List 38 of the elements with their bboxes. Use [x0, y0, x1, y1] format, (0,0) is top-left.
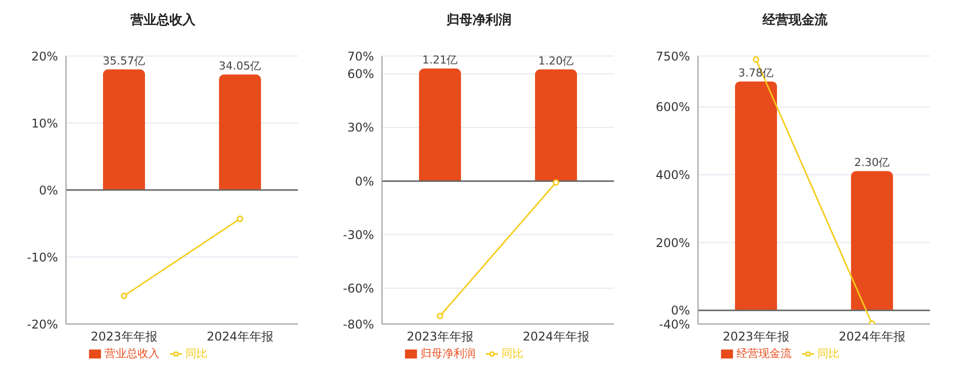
chart-title: 归母净利润 [446, 12, 512, 30]
y-tick-label: -80% [342, 317, 374, 332]
y-tick-label: -10% [26, 250, 58, 264]
y-tick-label: 60% [347, 67, 374, 82]
y-tick-label: 750% [656, 49, 690, 64]
y-tick-label: -20% [26, 317, 58, 332]
y-tick-label: -60% [342, 282, 374, 296]
chart-title: 经营现金流 [761, 12, 828, 30]
y-tick-label: 0% [354, 174, 374, 188]
legend-label: 同比 [186, 347, 208, 360]
y-tick-label: 10% [31, 116, 58, 130]
y-tick-label: 400% [656, 168, 690, 182]
y-tick-label: 600% [656, 100, 690, 114]
x-tick-label: 2023年年报 [406, 330, 474, 344]
x-tick-label: 2023年年报 [722, 330, 790, 344]
y-tick-label: 20% [31, 49, 58, 64]
chart-title: 营业总收入 [130, 12, 196, 30]
y-tick-label: -30% [342, 228, 374, 242]
y-tick-label: 70% [347, 49, 374, 64]
y-tick-label: 200% [656, 236, 690, 250]
x-tick-label: 2024年年报 [206, 330, 274, 344]
data-label: 1.20亿 [538, 54, 574, 68]
data-label: 1.21亿 [422, 54, 458, 67]
y-tick-label: 30% [347, 120, 374, 135]
x-tick-label: 2023年年报 [90, 330, 158, 344]
x-tick-label: 2024年年报 [838, 330, 906, 344]
y-tick-label: -40% [658, 317, 690, 332]
legend-label: 经营现金流 [736, 347, 792, 360]
data-label: 2.30亿 [854, 156, 890, 170]
legend-label: 归母净利润 [420, 347, 476, 360]
y-tick-label: 0% [670, 304, 690, 318]
y-tick-label: 0% [38, 183, 58, 198]
legend-label: 营业总收入 [104, 347, 160, 360]
data-label: 34.05亿 [218, 60, 262, 73]
legend-label: 同比 [818, 347, 840, 360]
data-label: 35.57亿 [102, 54, 146, 68]
legend-label: 同比 [502, 347, 524, 360]
x-tick-label: 2024年年报 [522, 330, 590, 344]
